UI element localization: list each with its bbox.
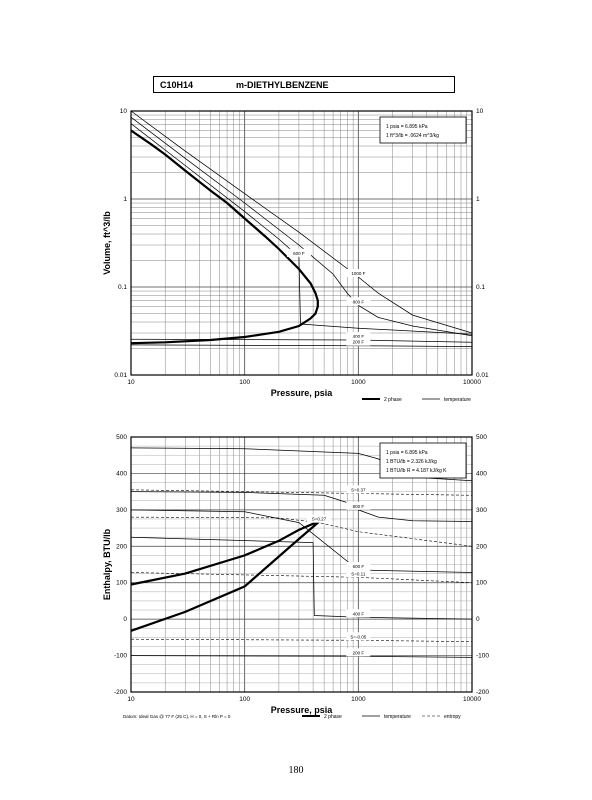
chart1-series-label: S=0.11 [351,571,366,576]
chart1-y-tick-label-left: 400 [116,470,127,477]
chart0-conversion-text: 1 ft^3/lb = .0624 m^3/kg [386,133,439,139]
chart0-y-tick-label-right: 10 [476,108,484,115]
chart1-y-tick-label-left: -200 [114,689,127,696]
chart0-series-label: 400 F [353,334,365,339]
chart1-legend-entry: 2 phase [324,714,342,720]
chart0-series-800-f [130,116,473,337]
chart0-series-600-f [130,123,473,335]
chart1-series-label: 200 F [353,650,365,655]
chart1-series-label-bg [346,501,371,510]
chart0-x-tick-label: 10 [127,379,135,386]
chart1-y-tick-label-right: -200 [476,689,489,696]
chart1-frame [130,436,473,693]
chart1-x-axis-label: Pressure, psia [271,705,334,715]
chart1-series-label: S=0.27 [312,517,327,522]
chart1-conversion-box [379,442,467,479]
chart0-series-2-phase [130,129,319,345]
chart0-y-tick-label-right: 0.1 [476,284,485,291]
chart1-y-tick-label-left: 100 [116,580,127,587]
chart1-y-tick-label-left: 200 [116,543,127,550]
chart1-x-tick-label: 10 [127,696,135,703]
chart1-series-label: 400 F [353,611,365,616]
chart1-x-tick-label: 100 [239,696,250,703]
chart1-legend-entry: temperature [384,714,411,720]
chart0-conversion-box [379,116,467,144]
chart0-y-tick-label-right: 0.01 [476,372,489,379]
chart1-y-tick-label-right: 0 [476,616,480,623]
chart0-series-label-bg [346,297,371,306]
chart1-series-label-bg [346,561,371,570]
chart0-y-axis-label: Volume, ft^3/lb [102,211,112,275]
chart1-footnote: Datum: Ideal Gas @ 77 F (25 C), H = 0, S… [123,714,231,719]
chart1-series-label: S=-0.05 [350,634,366,639]
chart0-series-label-bg [346,337,371,346]
chart1-series-s-0-05 [130,638,473,642]
chart0-series-label: 800 F [353,299,365,304]
chart1-y-tick-label-right: -100 [476,653,489,660]
chart0-series-label: 1000 F [351,271,365,276]
chart0-series-label-bg [346,268,371,277]
chart1-y-tick-label-right: 500 [476,434,487,441]
chart1-series-label-bg [346,569,371,578]
chart1-series-s-0-11 [130,572,473,583]
chart1-series-label-bg [346,485,371,494]
compound-title-box: C10H14 m-DIETHYLBENZENE [153,76,455,93]
chart0-x-axis-label: Pressure, psia [271,388,334,398]
chart0-legend-entry: 2 phase [384,397,402,403]
chart0-y-tick-label-left: 1 [123,196,127,203]
chart1-series-label-bg [346,632,371,641]
chart1-y-axis-label: Enthalpy, BTU/lb [102,528,112,600]
chart1-series-label-bg [306,514,331,523]
chart1-y-tick-label-right: 200 [476,543,487,550]
chart1-series-600-f [130,509,473,573]
chart0-frame [130,110,473,376]
chart0-x-tick-label: 10000 [463,379,481,386]
chart1-y-tick-label-left: 500 [116,434,127,441]
chart0-series-label: 200 F [353,340,365,345]
chart1-x-tick-label: 10000 [463,696,481,703]
chart1-series-label: S=0.37 [351,487,366,492]
chart1-series-s-0-27 [130,516,473,547]
chart0-grid [130,111,472,376]
chart0-series-1000-f [130,110,473,334]
chart1-series-label-bg [346,648,371,657]
chart0-series-label-bg [286,248,311,257]
chart1-series-2-phase [130,522,320,632]
chart1-y-tick-label-right: 100 [476,580,487,587]
chart1-conversion-text: 1 BTU/lb = 2.326 kJ/kg [386,459,437,465]
chart0-y-tick-label-left: 0.1 [118,284,127,291]
chart1-series-label: 600 F [353,564,365,569]
chart1-y-tick-label-right: 400 [476,470,487,477]
chart1-series-label: 800 F [353,504,365,509]
chart0-x-tick-label: 1000 [351,379,366,386]
chart1-series-400-f [130,536,473,620]
compound-name-label: m-DIETHYLBENZENE [236,79,329,90]
chart0-legend-entry: temperature [444,397,471,403]
chart0-series-200-f [130,344,473,347]
chart1-x-tick-label: 1000 [351,696,366,703]
chart0-y-tick-label-right: 1 [476,196,480,203]
chart0-y-tick-label-left: 10 [120,108,128,115]
chart1-series-s-0-37 [130,489,473,496]
chart1-conversion-text: 1 psia = 6.895 kPa [386,450,428,456]
chart0-x-tick-label: 100 [239,379,250,386]
chart0-y-tick-label-left: 0.01 [114,372,127,379]
chart1-y-tick-label-left: 0 [123,616,127,623]
chart1-conversion-text: 1 BTU/lb R = 4.187 kJ/kg K [386,468,447,474]
chart1-y-tick-label-left: 300 [116,507,127,514]
chart1-series-label-bg [346,609,371,618]
formula-label: C10H14 [160,79,194,90]
chart1-y-tick-label-left: -100 [114,653,127,660]
chart0-series-label: 600 F [293,251,305,256]
chart1-legend-entry: entropy [444,714,461,720]
chart0-series-label-bg [346,331,371,340]
chart0-conversion-text: 1 psia = 6.895 kPa [386,124,428,130]
page-number: 180 [288,765,304,776]
chart1-y-tick-label-right: 300 [476,507,487,514]
chart1-series-800-f [130,491,473,522]
